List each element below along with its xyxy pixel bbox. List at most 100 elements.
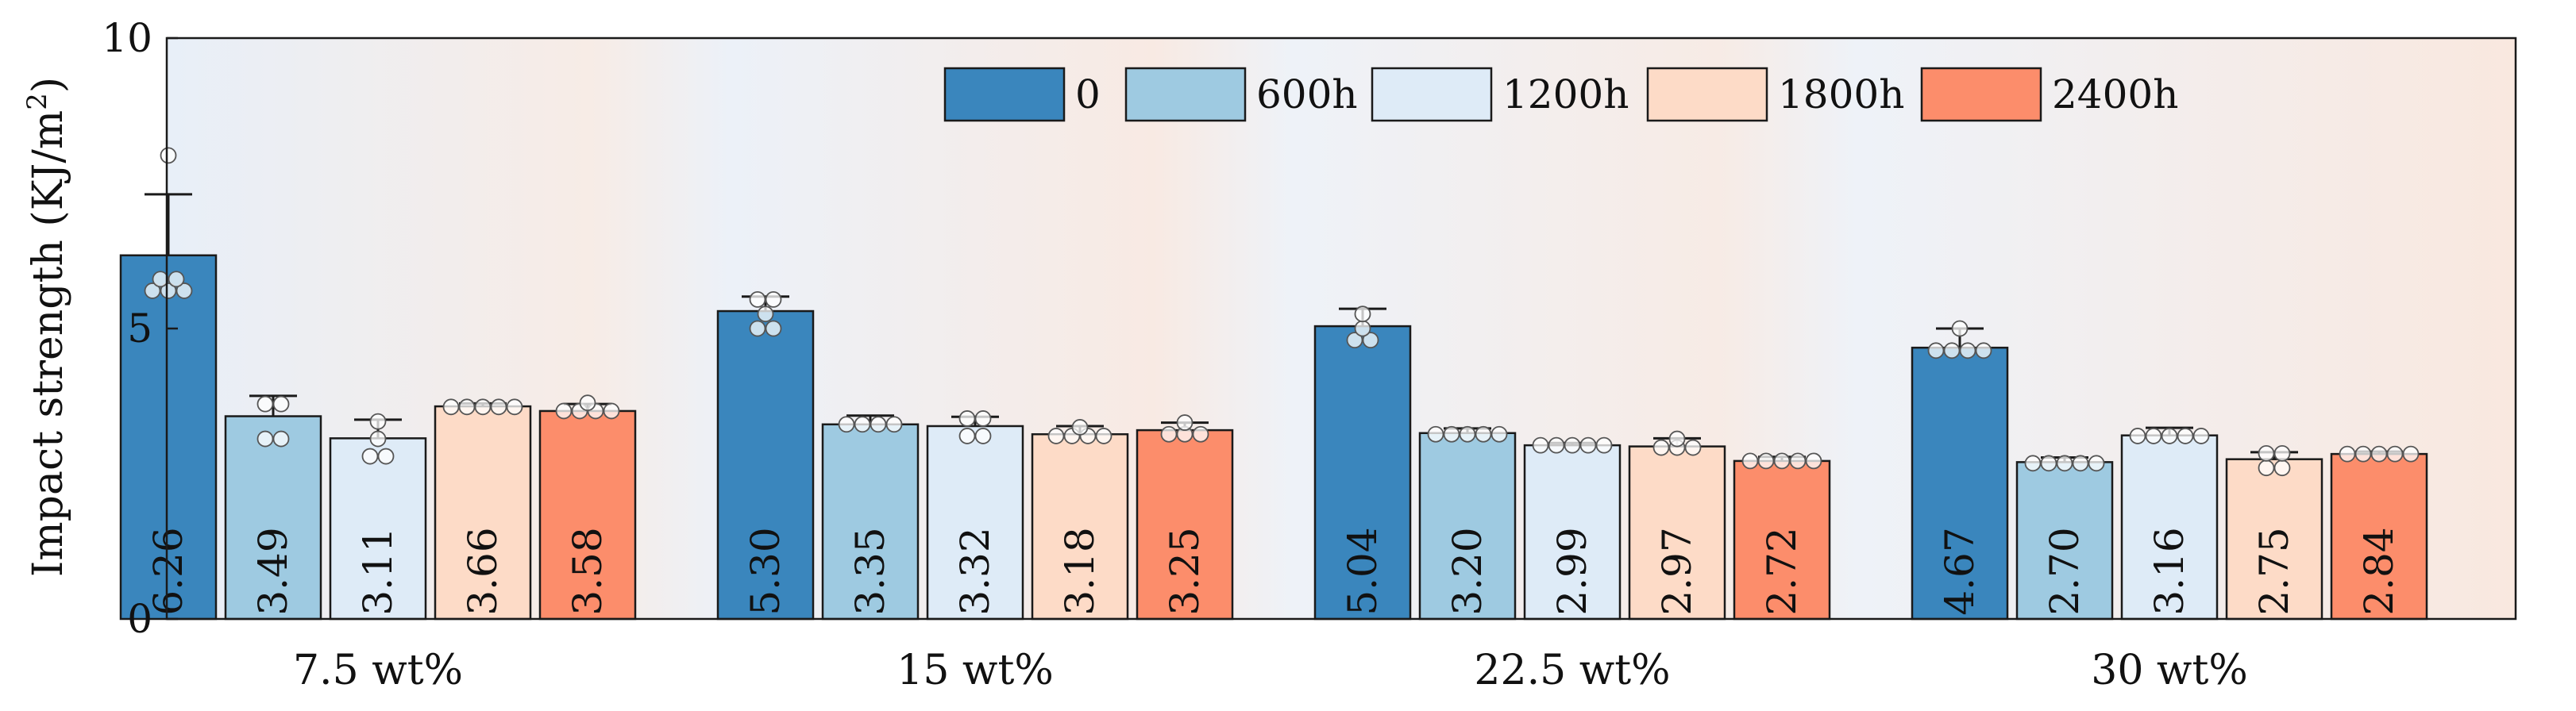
data-point <box>458 398 476 416</box>
data-point <box>765 290 782 308</box>
data-point <box>870 416 887 433</box>
value-label: 6.26 <box>145 527 191 615</box>
data-point <box>974 410 992 427</box>
data-point <box>958 428 976 444</box>
data-point <box>1176 414 1194 431</box>
data-point <box>2177 428 2194 444</box>
data-point <box>2258 444 2275 462</box>
data-point <box>2056 455 2073 472</box>
data-point <box>838 416 855 433</box>
data-point <box>1564 436 1581 454</box>
value-label: 3.35 <box>847 527 893 615</box>
value-label: 2.97 <box>1654 527 1700 615</box>
data-point <box>1943 342 1961 359</box>
data-point <box>2161 428 2178 444</box>
data-point <box>1071 419 1089 436</box>
bar-600h-30-wt- <box>2015 461 2114 621</box>
bar-1800h-30-wt- <box>2225 458 2323 621</box>
x-category-label: 30 wt% <box>2091 647 2248 694</box>
data-point <box>369 430 387 448</box>
data-point <box>2402 445 2420 463</box>
data-point <box>1741 452 1759 470</box>
data-point <box>1805 452 1822 470</box>
data-point <box>442 398 460 416</box>
data-point <box>854 416 871 433</box>
value-label: 3.25 <box>1162 527 1208 615</box>
legend-swatch <box>1920 67 2042 122</box>
bar-600h-7-5-wt- <box>224 415 322 621</box>
value-label: 2.70 <box>2042 527 2088 615</box>
data-point <box>152 271 169 288</box>
data-point <box>1346 332 1363 349</box>
data-point <box>490 398 507 416</box>
data-point <box>1490 425 1508 443</box>
bar-1200h-22-5-wt- <box>1523 444 1622 621</box>
data-point <box>369 413 387 430</box>
data-point <box>1668 430 1686 448</box>
data-point <box>474 398 492 416</box>
bar-2400h-7-5-wt- <box>538 409 637 621</box>
value-label: 2.72 <box>1759 527 1805 615</box>
value-label: 3.11 <box>355 527 401 615</box>
bar-2400h-15-wt- <box>1136 429 1234 621</box>
bar-1200h-15-wt- <box>926 425 1024 621</box>
data-point <box>2024 455 2042 472</box>
data-point <box>2273 444 2291 462</box>
data-point <box>1443 425 1460 443</box>
value-label: 4.67 <box>1937 527 1983 615</box>
data-point <box>2192 428 2210 444</box>
data-point <box>1095 428 1113 444</box>
data-point <box>1959 342 1976 359</box>
data-point <box>256 430 274 448</box>
data-point <box>256 395 274 413</box>
data-point <box>1773 452 1791 470</box>
value-label: 5.30 <box>742 527 789 615</box>
data-point <box>555 402 573 420</box>
data-point <box>1362 332 1379 349</box>
data-point <box>2088 455 2105 472</box>
data-point <box>757 306 774 323</box>
y-tick-label: 5 <box>127 306 152 352</box>
value-label: 2.75 <box>2251 527 2297 615</box>
value-label: 3.16 <box>2146 527 2192 615</box>
data-point <box>168 271 185 288</box>
data-point <box>144 282 161 299</box>
data-point <box>579 394 596 412</box>
data-point <box>1927 342 1945 359</box>
value-label: 3.58 <box>565 527 611 615</box>
data-point <box>1789 452 1807 470</box>
y-tick-label: 10 <box>102 15 152 61</box>
data-point <box>958 410 976 427</box>
data-point <box>1532 436 1549 454</box>
data-point <box>1579 436 1597 454</box>
bar-1800h-15-wt- <box>1031 432 1129 621</box>
data-point <box>2258 459 2275 477</box>
value-label: 2.84 <box>2356 527 2402 615</box>
data-point <box>272 395 290 413</box>
data-point <box>1459 425 1476 443</box>
data-point <box>506 398 523 416</box>
legend-label: 0 <box>1075 71 1101 117</box>
data-point <box>749 290 766 308</box>
data-point <box>2354 445 2372 463</box>
bar-0-7-5-wt- <box>119 254 218 621</box>
data-point <box>1192 425 1209 443</box>
value-label: 3.18 <box>1057 527 1103 615</box>
data-point <box>2339 445 2356 463</box>
data-point <box>2129 428 2146 444</box>
legend-swatch <box>943 67 1066 122</box>
data-point <box>160 147 177 164</box>
data-point <box>1684 439 1702 456</box>
value-label: 3.66 <box>460 527 506 615</box>
data-point <box>1548 436 1565 454</box>
data-point <box>1354 306 1371 323</box>
data-point <box>2040 455 2057 472</box>
data-point <box>361 448 379 465</box>
data-point <box>377 448 395 465</box>
y-axis-label: Impact strength (KJ/m2) <box>21 77 72 577</box>
value-label: 3.20 <box>1444 527 1490 615</box>
data-point <box>885 416 903 433</box>
value-label: 3.49 <box>250 527 296 615</box>
data-point <box>749 320 766 337</box>
